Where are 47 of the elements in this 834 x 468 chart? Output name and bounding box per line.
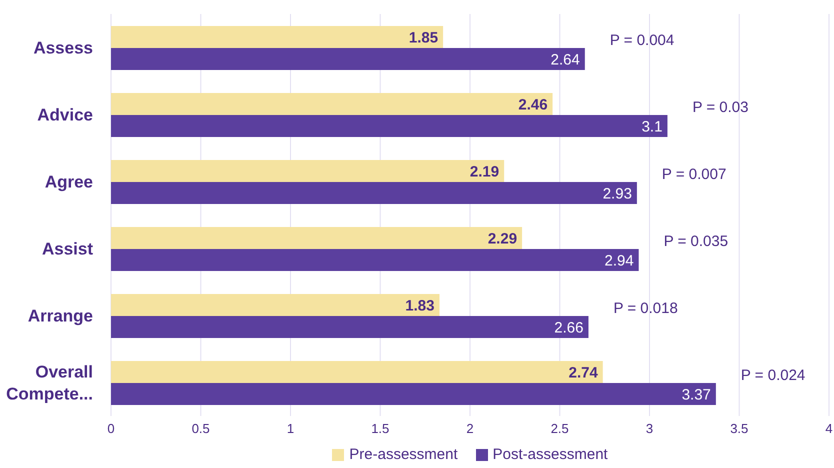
data-label: 1.83 xyxy=(405,297,434,314)
data-label: 2.46 xyxy=(518,96,548,114)
bar xyxy=(111,294,440,316)
y-tick-label: Assess xyxy=(33,38,93,57)
bar xyxy=(111,227,522,249)
data-label: 3.37 xyxy=(682,386,711,404)
bar xyxy=(111,26,444,48)
data-label: 3.1 xyxy=(642,118,662,136)
data-label: 2.74 xyxy=(568,364,598,382)
y-tick-label: Agree xyxy=(44,172,93,191)
annotation: P = 0.004 xyxy=(610,32,674,49)
annotation: P = 0.007 xyxy=(662,166,726,183)
x-tick-label: 0.5 xyxy=(192,421,210,436)
bar xyxy=(111,93,553,115)
data-label: 2.66 xyxy=(554,319,584,336)
bar xyxy=(111,115,668,137)
data-label: 1.85 xyxy=(408,29,438,46)
legend-label: Pre-assessment xyxy=(348,446,458,463)
data-label: 2.19 xyxy=(470,163,500,180)
bar xyxy=(111,249,639,271)
bar xyxy=(111,48,585,70)
x-tick-label: 0 xyxy=(107,421,115,436)
bar xyxy=(111,316,588,338)
bar xyxy=(111,182,637,204)
y-tick-label: Overall Compete... xyxy=(6,362,93,403)
legend-label: Post-assessment xyxy=(492,446,608,463)
annotation: P = 0.03 xyxy=(692,98,748,116)
y-tick-label: Assist xyxy=(42,239,94,258)
x-tick-label: 2 xyxy=(466,421,474,436)
x-tick-label: 1 xyxy=(286,421,294,436)
data-label: 2.64 xyxy=(550,51,580,68)
bar xyxy=(111,160,504,182)
data-label: 2.94 xyxy=(604,252,634,270)
annotation: P = 0.035 xyxy=(664,232,728,250)
x-tick-label: 2.5 xyxy=(550,421,569,436)
data-label: 2.93 xyxy=(602,185,632,202)
x-tick-label: 1.5 xyxy=(371,421,390,436)
y-tick-label: Arrange xyxy=(28,306,93,325)
x-tick-label: 3.5 xyxy=(730,421,748,436)
x-tick-label: 3 xyxy=(646,421,654,436)
bar xyxy=(111,361,603,383)
x-tick-label: 4 xyxy=(825,421,833,436)
bar xyxy=(111,383,716,405)
annotation: P = 0.018 xyxy=(613,300,678,317)
annotation: P = 0.024 xyxy=(740,366,806,384)
data-label: 2.29 xyxy=(488,230,518,248)
y-tick-label: Advice xyxy=(37,105,93,124)
